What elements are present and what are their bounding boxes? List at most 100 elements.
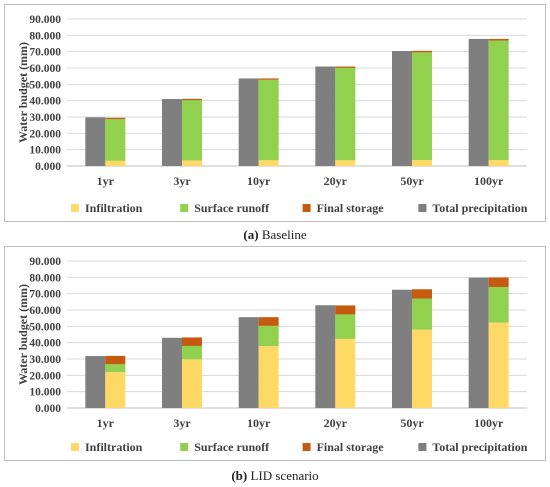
x-tick-label: 1yr bbox=[97, 416, 115, 430]
bar-final-storage bbox=[412, 50, 432, 53]
x-tick-label: 50yr bbox=[400, 416, 424, 430]
bar-total-precipitation bbox=[468, 277, 489, 408]
y-tick-label: 90.000 bbox=[29, 256, 61, 268]
bar-total-precipitation bbox=[238, 78, 259, 166]
caption-lid-scenario: (b) LID scenario bbox=[0, 468, 550, 484]
bar-total-precipitation bbox=[468, 38, 489, 166]
bar-final-storage bbox=[335, 305, 356, 315]
bar-total-precipitation bbox=[392, 51, 412, 166]
x-tick-label: 100yr bbox=[474, 174, 504, 188]
legend-item-final-storage: Final storage bbox=[317, 201, 385, 215]
bar-final-storage bbox=[488, 38, 509, 41]
bar-surface-runoff bbox=[488, 286, 509, 323]
legend-swatch bbox=[302, 204, 311, 212]
x-tick-label: 3yr bbox=[173, 174, 191, 188]
bar-final-storage bbox=[105, 117, 126, 120]
bar-surface-runoff bbox=[335, 314, 356, 339]
bar-surface-runoff bbox=[258, 325, 279, 347]
x-tick-label: 20yr bbox=[324, 174, 348, 188]
y-tick-label: 0.000 bbox=[35, 403, 61, 415]
bar-infiltration bbox=[182, 359, 202, 408]
caption-baseline: (a) Baseline bbox=[0, 227, 550, 243]
bar-final-storage bbox=[335, 66, 356, 68]
caption-label: (a) bbox=[243, 227, 259, 242]
bar-total-precipitation bbox=[85, 356, 106, 408]
caption-text: LID scenario bbox=[250, 468, 319, 483]
bar-surface-runoff bbox=[335, 67, 356, 161]
y-tick-label: 40.000 bbox=[29, 96, 61, 108]
bar-surface-runoff bbox=[105, 119, 126, 161]
chart-panel-lid-scenario: 0.000 10.000 20.000 30.000 40.000 50.000 60.00… bbox=[4, 246, 546, 461]
chart-panel-baseline: 0.000 10.000 20.000 30.000 40.000 50.000 60.00… bbox=[4, 4, 546, 222]
bar-infiltration bbox=[105, 372, 126, 408]
legend-item-infiltration: Infiltration bbox=[85, 440, 143, 454]
legend-item-surface-runoff: Surface runoff bbox=[194, 440, 270, 454]
legend-swatch bbox=[180, 204, 189, 212]
y-tick-label: 30.000 bbox=[29, 112, 61, 124]
bar-infiltration bbox=[182, 160, 202, 166]
bar-infiltration bbox=[488, 160, 509, 166]
y-tick-label: 10.000 bbox=[29, 387, 61, 399]
bar-total-precipitation bbox=[315, 66, 336, 166]
x-tick-label: 1yr bbox=[97, 174, 115, 188]
y-tick-label: 0.000 bbox=[35, 161, 61, 173]
y-tick-label: 20.000 bbox=[29, 370, 61, 382]
y-tick-label: 80.000 bbox=[29, 30, 61, 42]
legend-item-surface-runoff: Surface runoff bbox=[194, 201, 270, 215]
bar-surface-runoff bbox=[412, 52, 432, 161]
bar-final-storage bbox=[105, 355, 126, 365]
bar-surface-runoff bbox=[488, 40, 509, 161]
y-tick-label: 50.000 bbox=[29, 79, 61, 91]
y-tick-label: 90.000 bbox=[29, 14, 61, 26]
y-tick-label: 20.000 bbox=[29, 128, 61, 140]
bar-infiltration bbox=[335, 160, 356, 166]
legend-swatch bbox=[418, 443, 427, 451]
bar-final-storage bbox=[182, 98, 202, 101]
x-tick-label: 10yr bbox=[247, 416, 271, 430]
y-tick-label: 70.000 bbox=[29, 47, 61, 59]
bar-infiltration bbox=[488, 322, 509, 408]
x-tick-label: 3yr bbox=[173, 416, 191, 430]
legend-swatch bbox=[180, 443, 189, 451]
lid-chart-svg: 0.000 10.000 20.000 30.000 40.000 50.000 60.00… bbox=[16, 256, 528, 454]
bar-total-precipitation bbox=[85, 117, 106, 166]
caption-label: (b) bbox=[231, 468, 248, 483]
bar-infiltration bbox=[412, 329, 432, 408]
bar-surface-runoff bbox=[182, 100, 202, 161]
bar-infiltration bbox=[258, 160, 279, 166]
bar-surface-runoff bbox=[105, 364, 126, 373]
bar-infiltration bbox=[412, 160, 432, 166]
bar-final-storage bbox=[488, 277, 509, 287]
bar-final-storage bbox=[258, 317, 279, 326]
x-tick-label: 10yr bbox=[247, 174, 271, 188]
legend-item-total-precipitation: Total precipitation bbox=[432, 201, 527, 215]
bar-total-precipitation bbox=[392, 289, 412, 408]
bar-total-precipitation bbox=[162, 99, 182, 166]
x-tick-label: 20yr bbox=[324, 416, 348, 430]
legend-swatch bbox=[302, 443, 311, 451]
bar-surface-runoff bbox=[182, 345, 202, 360]
y-tick-label: 80.000 bbox=[29, 272, 61, 284]
bar-total-precipitation bbox=[162, 337, 182, 408]
y-axis-label: Water budget (mm) bbox=[16, 42, 30, 143]
bar-final-storage bbox=[182, 337, 202, 346]
y-axis-label: Water budget (mm) bbox=[16, 284, 30, 385]
legend-swatch bbox=[418, 204, 427, 212]
bar-surface-runoff bbox=[412, 298, 432, 330]
y-tick-label: 50.000 bbox=[29, 321, 61, 333]
bar-infiltration bbox=[335, 338, 356, 408]
bar-infiltration bbox=[258, 346, 279, 408]
legend-swatch bbox=[71, 443, 79, 451]
legend-item-total-precipitation: Total precipitation bbox=[432, 440, 527, 454]
legend-swatch bbox=[71, 204, 79, 212]
bar-final-storage bbox=[258, 78, 279, 80]
x-tick-label: 50yr bbox=[400, 174, 424, 188]
legend-item-infiltration: Infiltration bbox=[85, 201, 143, 215]
bar-infiltration bbox=[105, 160, 126, 166]
y-tick-label: 70.000 bbox=[29, 289, 61, 301]
baseline-chart-svg: 0.000 10.000 20.000 30.000 40.000 50.000 60.00… bbox=[16, 14, 528, 215]
caption-text: Baseline bbox=[261, 227, 307, 242]
y-tick-label: 60.000 bbox=[29, 305, 61, 317]
bar-total-precipitation bbox=[315, 305, 336, 408]
y-tick-label: 10.000 bbox=[29, 145, 61, 157]
